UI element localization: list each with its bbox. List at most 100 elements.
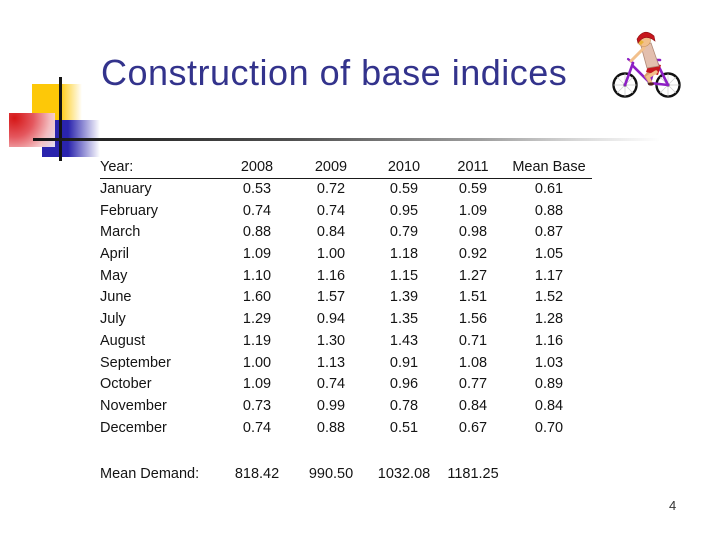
- cell-value: 1.17: [534, 267, 564, 284]
- table-row: September 1.00 1.13 0.91 1.08 1.03: [100, 353, 592, 375]
- cell-value: 0.95: [389, 202, 419, 219]
- mean-demand-value: 1032.08: [377, 466, 431, 483]
- mean-demand-value: 1181.25: [447, 466, 499, 483]
- cell-value: 1.29: [242, 311, 272, 328]
- cell-value: 0.84: [534, 397, 564, 414]
- cell-value: 0.87: [534, 224, 564, 241]
- cell-value: 0.73: [242, 397, 272, 414]
- cell-value: 0.84: [316, 224, 346, 241]
- cell-value: 1.09: [242, 376, 272, 393]
- cell-value: 1.60: [242, 289, 272, 306]
- month-label: June: [100, 289, 132, 306]
- table-header-col-2009: 2009: [314, 159, 348, 175]
- month-label: January: [100, 181, 152, 197]
- cell-value: 1.39: [389, 289, 419, 306]
- cell-value: 1.16: [316, 267, 346, 284]
- bicycle-rider-icon: [612, 31, 681, 98]
- table-header-label: Year:: [100, 159, 134, 175]
- decor-red-square: [9, 113, 55, 147]
- table-row: January 0.53 0.72 0.59 0.59 0.61: [100, 179, 592, 201]
- month-label: August: [100, 332, 146, 349]
- cell-value: 0.91: [389, 354, 419, 371]
- cell-value: 0.74: [316, 376, 346, 393]
- table-header-col-2010: 2010: [387, 159, 421, 175]
- table-row: February 0.74 0.74 0.95 1.09 0.88: [100, 201, 592, 223]
- month-label: April: [100, 246, 130, 263]
- cell-value: 0.77: [458, 376, 488, 393]
- table-row: March 0.88 0.84 0.79 0.98 0.87: [100, 222, 592, 244]
- cell-value: 1.10: [242, 267, 272, 284]
- month-label: May: [100, 267, 128, 284]
- table-row: May 1.10 1.16 1.15 1.27 1.17: [100, 266, 592, 288]
- cell-value: 0.74: [316, 202, 346, 219]
- table-row: June 1.60 1.57 1.39 1.51 1.52: [100, 287, 592, 309]
- mean-demand-row: Mean Demand: 818.42 990.50 1032.08 1181.…: [100, 464, 592, 486]
- table-header-col-2011: 2011: [457, 159, 489, 175]
- cell-value: 0.59: [389, 181, 419, 197]
- cell-value: 0.59: [458, 181, 488, 197]
- cell-value: 1.03: [534, 354, 564, 371]
- cell-value: 0.88: [534, 202, 564, 219]
- cell-value: 1.30: [316, 332, 346, 349]
- cell-value: 0.53: [242, 181, 272, 197]
- cell-value: 1.00: [242, 354, 272, 371]
- cell-value: 1.09: [242, 246, 272, 263]
- month-label: July: [100, 311, 126, 328]
- title-divider-rule: [33, 138, 673, 141]
- cell-value: 0.74: [242, 202, 272, 219]
- cell-value: 0.67: [458, 419, 488, 436]
- cell-value: 0.96: [389, 376, 419, 393]
- table-row: November 0.73 0.99 0.78 0.84 0.84: [100, 396, 592, 418]
- cell-value: 0.71: [458, 332, 488, 349]
- month-label: December: [100, 419, 167, 436]
- index-table: Year: 2008 2009 2010 2011 Mean Base Janu…: [100, 157, 592, 486]
- table-row: October 1.09 0.74 0.96 0.77 0.89: [100, 374, 592, 396]
- cell-value: 0.70: [534, 419, 564, 436]
- cell-value: 1.00: [316, 246, 346, 263]
- cell-value: 1.51: [458, 289, 488, 306]
- month-label: October: [100, 376, 152, 393]
- cell-value: 0.88: [242, 224, 272, 241]
- cell-value: 1.05: [534, 246, 564, 263]
- month-label: February: [100, 202, 159, 219]
- cell-value: 0.98: [458, 224, 488, 241]
- cell-value: 0.51: [389, 419, 419, 436]
- table-row: April 1.09 1.00 1.18 0.92 1.05: [100, 244, 592, 266]
- cell-value: 0.74: [242, 419, 272, 436]
- mean-demand-value: 818.42: [234, 466, 280, 483]
- page-number: 4: [669, 498, 677, 513]
- month-label: March: [100, 224, 141, 241]
- mean-demand-label: Mean Demand:: [100, 466, 200, 483]
- cell-value: 0.78: [389, 397, 419, 414]
- table-row: July 1.29 0.94 1.35 1.56 1.28: [100, 309, 592, 331]
- cell-value: 1.08: [458, 354, 488, 371]
- cell-value: 1.35: [389, 311, 419, 328]
- table-body: January 0.53 0.72 0.59 0.59 0.61 Februar…: [100, 179, 592, 439]
- cell-value: 1.18: [389, 246, 419, 263]
- cell-value: 1.09: [458, 202, 488, 219]
- mean-demand-value: 990.50: [308, 466, 354, 483]
- slide-title: Construction of base indices: [101, 52, 568, 93]
- cell-value: 1.13: [316, 354, 346, 371]
- cell-value: 0.88: [316, 419, 346, 436]
- cell-value: 1.27: [458, 267, 488, 284]
- cell-value: 1.57: [316, 289, 346, 306]
- cell-value: 1.28: [534, 311, 564, 328]
- mean-demand-empty-cell: [506, 464, 592, 486]
- table-header-col-2008: 2008: [240, 159, 274, 175]
- cell-value: 0.79: [389, 224, 419, 241]
- table-row: August 1.19 1.30 1.43 0.71 1.16: [100, 331, 592, 353]
- table-row: December 0.74 0.88 0.51 0.67 0.70: [100, 418, 592, 440]
- decor-vertical-line: [59, 77, 62, 161]
- cell-value: 0.72: [316, 181, 346, 197]
- month-label: September: [100, 354, 171, 371]
- table-header-col-mean-base: Mean Base: [512, 159, 586, 175]
- cell-value: 0.89: [534, 376, 564, 393]
- month-label: November: [100, 397, 167, 414]
- cell-value: 0.94: [316, 311, 346, 328]
- cell-value: 1.19: [242, 332, 272, 349]
- cell-value: 0.99: [316, 397, 346, 414]
- cell-value: 1.15: [389, 267, 419, 284]
- cell-value: 1.52: [534, 289, 564, 306]
